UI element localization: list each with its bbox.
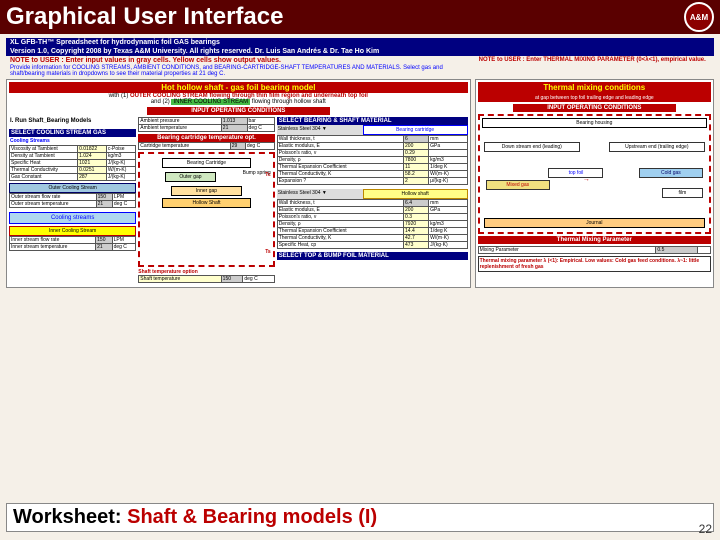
note-right: NOTE to USER : Enter THERMAL MIXING PARA… xyxy=(475,56,714,64)
mat2-dropdown[interactable]: Stainless Steel 304 ▼ xyxy=(277,189,363,199)
inner-cool-hdr: Inner Cooling Stream xyxy=(9,226,136,236)
tmp-header: Thermal Mixing Parameter xyxy=(478,236,711,244)
outer-cool-hdr: Outer Cooling Stream xyxy=(9,183,136,193)
mat1-table: Wall thickness, t6mm Elastic modulus, E2… xyxy=(277,135,468,185)
down-box: Down stream end (leading) xyxy=(484,142,580,152)
shaft-diagram: Bearing Cartridge Outer gap Bump spring … xyxy=(138,152,274,267)
gas-props-table: Viscosity at Tambient0.01822c-Poise Dens… xyxy=(9,145,136,181)
cart-temp-table: Cartridge temperature29deg C xyxy=(138,142,274,150)
mix-title: Thermal mixing conditions at gap between… xyxy=(478,82,711,102)
col-a: I. Run Shaft_Bearing Models SELECT COOLI… xyxy=(9,117,136,285)
housing-box: Bearing housing xyxy=(482,118,707,128)
sel-gas-hdr: SELECT COOLING STREAM GAS xyxy=(9,129,136,137)
right-panel: Thermal mixing conditions at gap between… xyxy=(475,79,714,288)
film-box: film xyxy=(662,188,703,198)
title-bar: Graphical User Interface A&M xyxy=(0,0,720,34)
diag-inner-gap: Inner gap xyxy=(171,186,242,196)
topfoil-box: top foil xyxy=(548,168,603,178)
diag-cartridge: Bearing Cartridge xyxy=(162,158,252,168)
diag-outer-gap: Outer gap xyxy=(165,172,216,182)
mat1-hdr: Bearing cartridge xyxy=(363,125,468,135)
up-box: Upstream end (trailing edge) xyxy=(609,142,705,152)
run-label: I. Run Shaft_Bearing Models xyxy=(9,117,136,125)
mat2-hdr: Hollow shaft xyxy=(363,189,468,199)
tmp-note: Thermal mixing parameter λ (<1): Empiric… xyxy=(478,256,711,272)
col-c: SELECT BEARING & SHAFT MATERIAL Stainles… xyxy=(277,117,468,285)
app-header-1: XL GFB-TH™ Spreadsheet for hydrodynamic … xyxy=(6,38,714,47)
cart-temp-hdr: Bearing cartridge temperature opt. xyxy=(138,134,274,142)
ioc-header: INPUT OPERATING CONDITIONS xyxy=(147,107,330,115)
left-panel: Hot hollow shaft - gas foil bearing mode… xyxy=(6,79,471,288)
diag-hollow: Hollow Shaft xyxy=(162,198,252,208)
ioc-header-r: INPUT OPERATING CONDITIONS xyxy=(513,104,676,112)
mixing-diagram: Bearing housing Down stream end (leading… xyxy=(478,114,711,234)
page-number: 22 xyxy=(699,522,712,536)
model-title: Hot hollow shaft - gas foil bearing mode… xyxy=(9,82,468,93)
ts-label: Ts xyxy=(265,249,270,255)
mixed-gas: Mixed gas xyxy=(486,180,550,190)
ambient-table: Ambient pressure1.013bar Ambient tempera… xyxy=(138,117,274,132)
footer: Worksheet: Shaft & Bearing models (I) xyxy=(6,503,714,532)
arrow-icon: → xyxy=(583,176,590,183)
journal-box: Journal xyxy=(484,218,705,228)
cooling-streams-box: Cooling streams xyxy=(9,212,136,224)
note-info: Provide information for COOLING STREAMS,… xyxy=(6,65,471,77)
tmp-table: Mixing Parameter0.5 xyxy=(478,246,711,254)
note-user: NOTE to USER : Enter input values in gra… xyxy=(6,56,471,65)
stream-note-2: and (2) INNER COOLING STREAM flowing thr… xyxy=(9,99,468,105)
shaft-temp-table: Shaft temperature150deg C xyxy=(138,275,274,283)
sel-mat-hdr: SELECT BEARING & SHAFT MATERIAL xyxy=(277,117,468,125)
app-header-2: Version 1.0, Copyright 2008 by Texas A&M… xyxy=(6,47,714,56)
sel-foil-hdr: SELECT TOP & BUMP FOIL MATERIAL xyxy=(277,252,468,260)
tc-label: Tc xyxy=(265,172,270,178)
cold-gas: Cold gas xyxy=(639,168,703,178)
content-area: XL GFB-TH™ Spreadsheet for hydrodynamic … xyxy=(0,34,720,292)
outer-cool-table: Outer stream flow rate150LPM Outer strea… xyxy=(9,193,136,208)
page-title: Graphical User Interface xyxy=(6,3,283,31)
mat2-table: Wall thickness, t6.4mm Elastic modulus, … xyxy=(277,199,468,249)
inner-cool-table: Inner stream flow rate150LPM Inner strea… xyxy=(9,236,136,251)
col-b: Ambient pressure1.013bar Ambient tempera… xyxy=(138,117,274,285)
logo-icon: A&M xyxy=(684,2,714,32)
cooling-label: Cooling Streams xyxy=(9,137,136,145)
mat-dropdown[interactable]: Stainless Steel 304 ▼ xyxy=(277,125,363,135)
